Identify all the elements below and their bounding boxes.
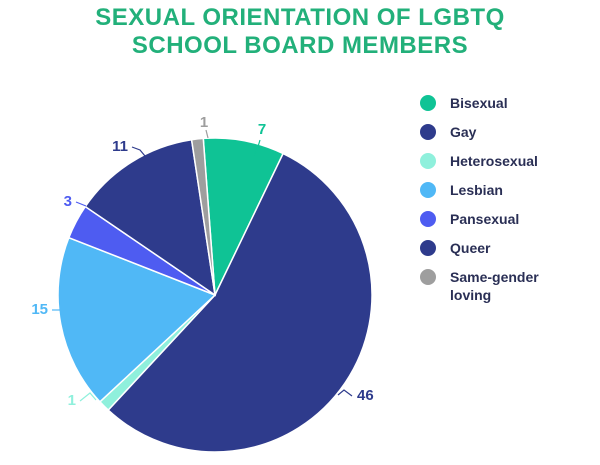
data-label: 11 [112, 138, 128, 155]
legend-item-same-gender-loving: Same-gender loving [420, 268, 560, 303]
legend-item-pansexual: Pansexual [420, 210, 595, 239]
leader-line [205, 129, 209, 139]
legend: Bisexual Gay Heterosexual Lesbian Pansex… [420, 94, 595, 303]
legend-item-queer: Queer [420, 239, 595, 268]
legend-label: Queer [450, 240, 491, 256]
legend-swatch-bisexual [420, 95, 436, 111]
data-label: 7 [258, 121, 266, 138]
data-label: 1 [200, 114, 208, 131]
leader-line [75, 201, 87, 207]
legend-swatch-pansexual [420, 211, 436, 227]
leader-line [253, 139, 261, 156]
legend-item-gay: Gay [420, 123, 595, 152]
leader-line [79, 392, 97, 402]
data-label: 15 [31, 301, 48, 318]
legend-item-heterosexual: Heterosexual [420, 152, 595, 181]
legend-swatch-same-gender-loving [420, 269, 436, 285]
legend-item-lesbian: Lesbian [420, 181, 595, 210]
pie-slice-same-gender-loving [190, 137, 216, 296]
legend-label: Bisexual [450, 95, 508, 111]
pie-slice-lesbian [57, 236, 217, 403]
leader-line [131, 146, 146, 157]
legend-label: Gay [450, 124, 477, 140]
data-label: 46 [357, 387, 374, 404]
legend-label: Heterosexual [450, 153, 538, 169]
pie-slice-queer [84, 138, 216, 297]
data-label: 3 [64, 193, 72, 210]
legend-swatch-gay [420, 124, 436, 140]
legend-swatch-queer [420, 240, 436, 256]
chart-title-line-1: SEXUAL ORIENTATION OF LGBTQ [95, 4, 505, 31]
legend-label: Lesbian [450, 182, 503, 198]
legend-label: Pansexual [450, 211, 520, 227]
legend-item-bisexual: Bisexual [420, 94, 595, 123]
legend-label: Same-gender loving [450, 269, 539, 303]
legend-swatch-heterosexual [420, 153, 436, 169]
leader-line [337, 389, 353, 397]
pie-slice-gay [107, 152, 373, 453]
chart-title-line-2: SCHOOL BOARD MEMBERS [131, 32, 469, 59]
data-label: 1 [68, 392, 76, 409]
chart-title: SEXUAL ORIENTATION OF LGBTQ SCHOOL BOARD… [0, 4, 600, 60]
legend-swatch-lesbian [420, 182, 436, 198]
